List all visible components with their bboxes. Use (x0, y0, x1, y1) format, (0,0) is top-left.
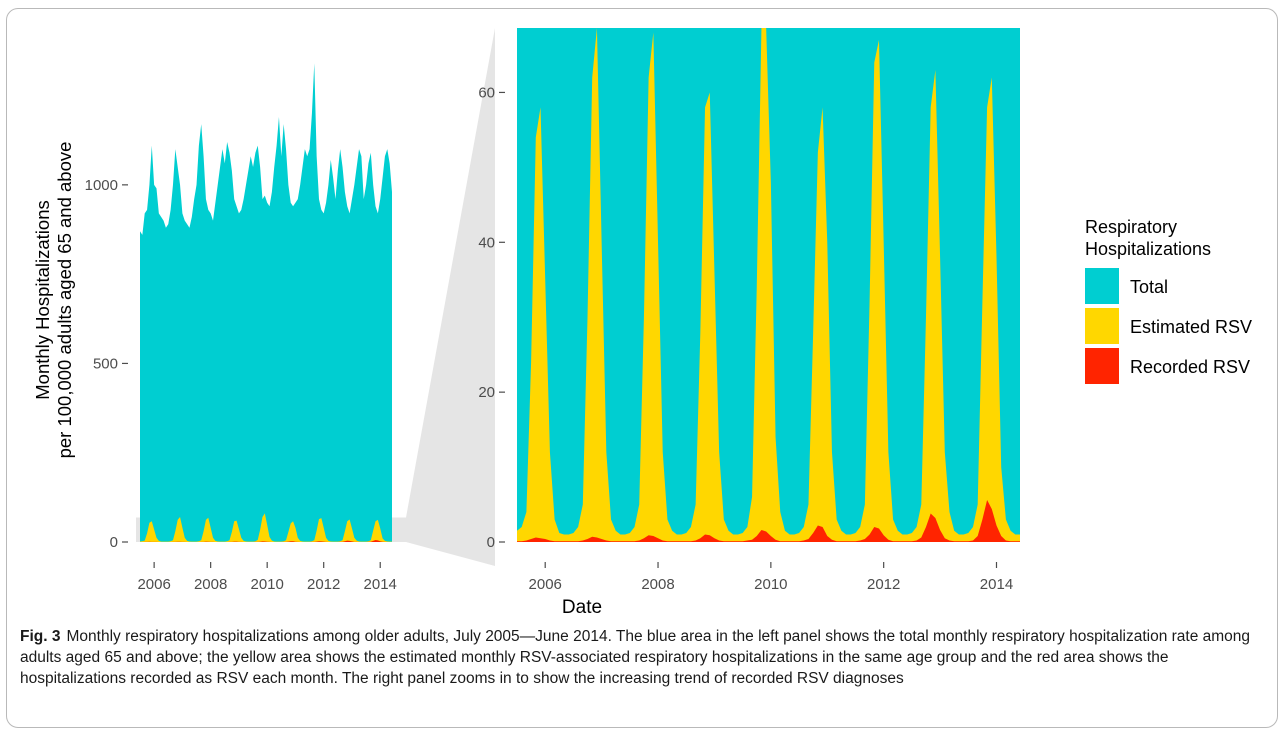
x-tick-label-left-2008: 2008 (194, 576, 227, 593)
figure-caption: Fig. 3 Monthly respiratory hospitalizatio… (20, 626, 1270, 689)
y-tick-label-right-0: 0 (487, 534, 495, 551)
estimated-rsv-area-left (140, 513, 392, 542)
y-tick-label-left-0: 0 (110, 534, 118, 551)
x-tick-label-right-2006: 2006 (529, 576, 562, 593)
x-tick-label-left-2010: 2010 (250, 576, 283, 593)
legend-swatch-1 (1085, 268, 1119, 304)
y-tick-label-right-40: 40 (478, 234, 495, 251)
x-tick-label-left-2006: 2006 (137, 576, 170, 593)
legend-title-line-2: Hospitalizations (1085, 239, 1211, 259)
x-tick-label-left-2012: 2012 (307, 576, 340, 593)
axis-labels: 0 500 1000 0 20 40 60 2006 2006 2008 2008 2010 2010 2… (32, 84, 1013, 618)
figure-label: Fig. 3 (20, 628, 61, 645)
zoom-shading (136, 28, 495, 566)
y-tick-label-right-60: 60 (478, 84, 495, 101)
total-area-left (140, 63, 392, 543)
x-tick-label-right-2014: 2014 (980, 576, 1013, 593)
legend-swatch-2 (1085, 308, 1119, 344)
x-tick-label-right-2010: 2010 (754, 576, 787, 593)
legend-title-line-1: Respiratory (1085, 217, 1177, 237)
legend-label-1: Total (1130, 277, 1168, 297)
y-axis-label-line-1: Monthly Hospitalizations (32, 200, 53, 399)
figure-chart: 0 500 1000 0 20 40 60 2006 2006 2008 2008 2010 2010 2… (32, 28, 1252, 618)
legend-label-2: Estimated RSV (1130, 317, 1252, 337)
caption-text: Monthly respiratory hospitalizations amo… (20, 628, 1251, 687)
y-tick-label-right-20: 20 (478, 384, 495, 401)
left-panel (136, 28, 495, 566)
estimated-rsv-area-right (517, 28, 1020, 542)
right-panel (517, 28, 1020, 542)
y-tick-label-left-1000: 1000 (85, 177, 118, 194)
y-axis-label-line-2: per 100,000 adults aged 65 and above (54, 142, 75, 459)
x-tick-label-left-2014: 2014 (364, 576, 397, 593)
legend-swatch-3 (1085, 348, 1119, 384)
x-tick-label-right-2012: 2012 (867, 576, 900, 593)
x-tick-label-right-2008: 2008 (641, 576, 674, 593)
legend-label-3: Recorded RSV (1130, 357, 1250, 377)
y-tick-label-left-500: 500 (93, 355, 118, 372)
x-axis-label: Date (562, 597, 602, 618)
